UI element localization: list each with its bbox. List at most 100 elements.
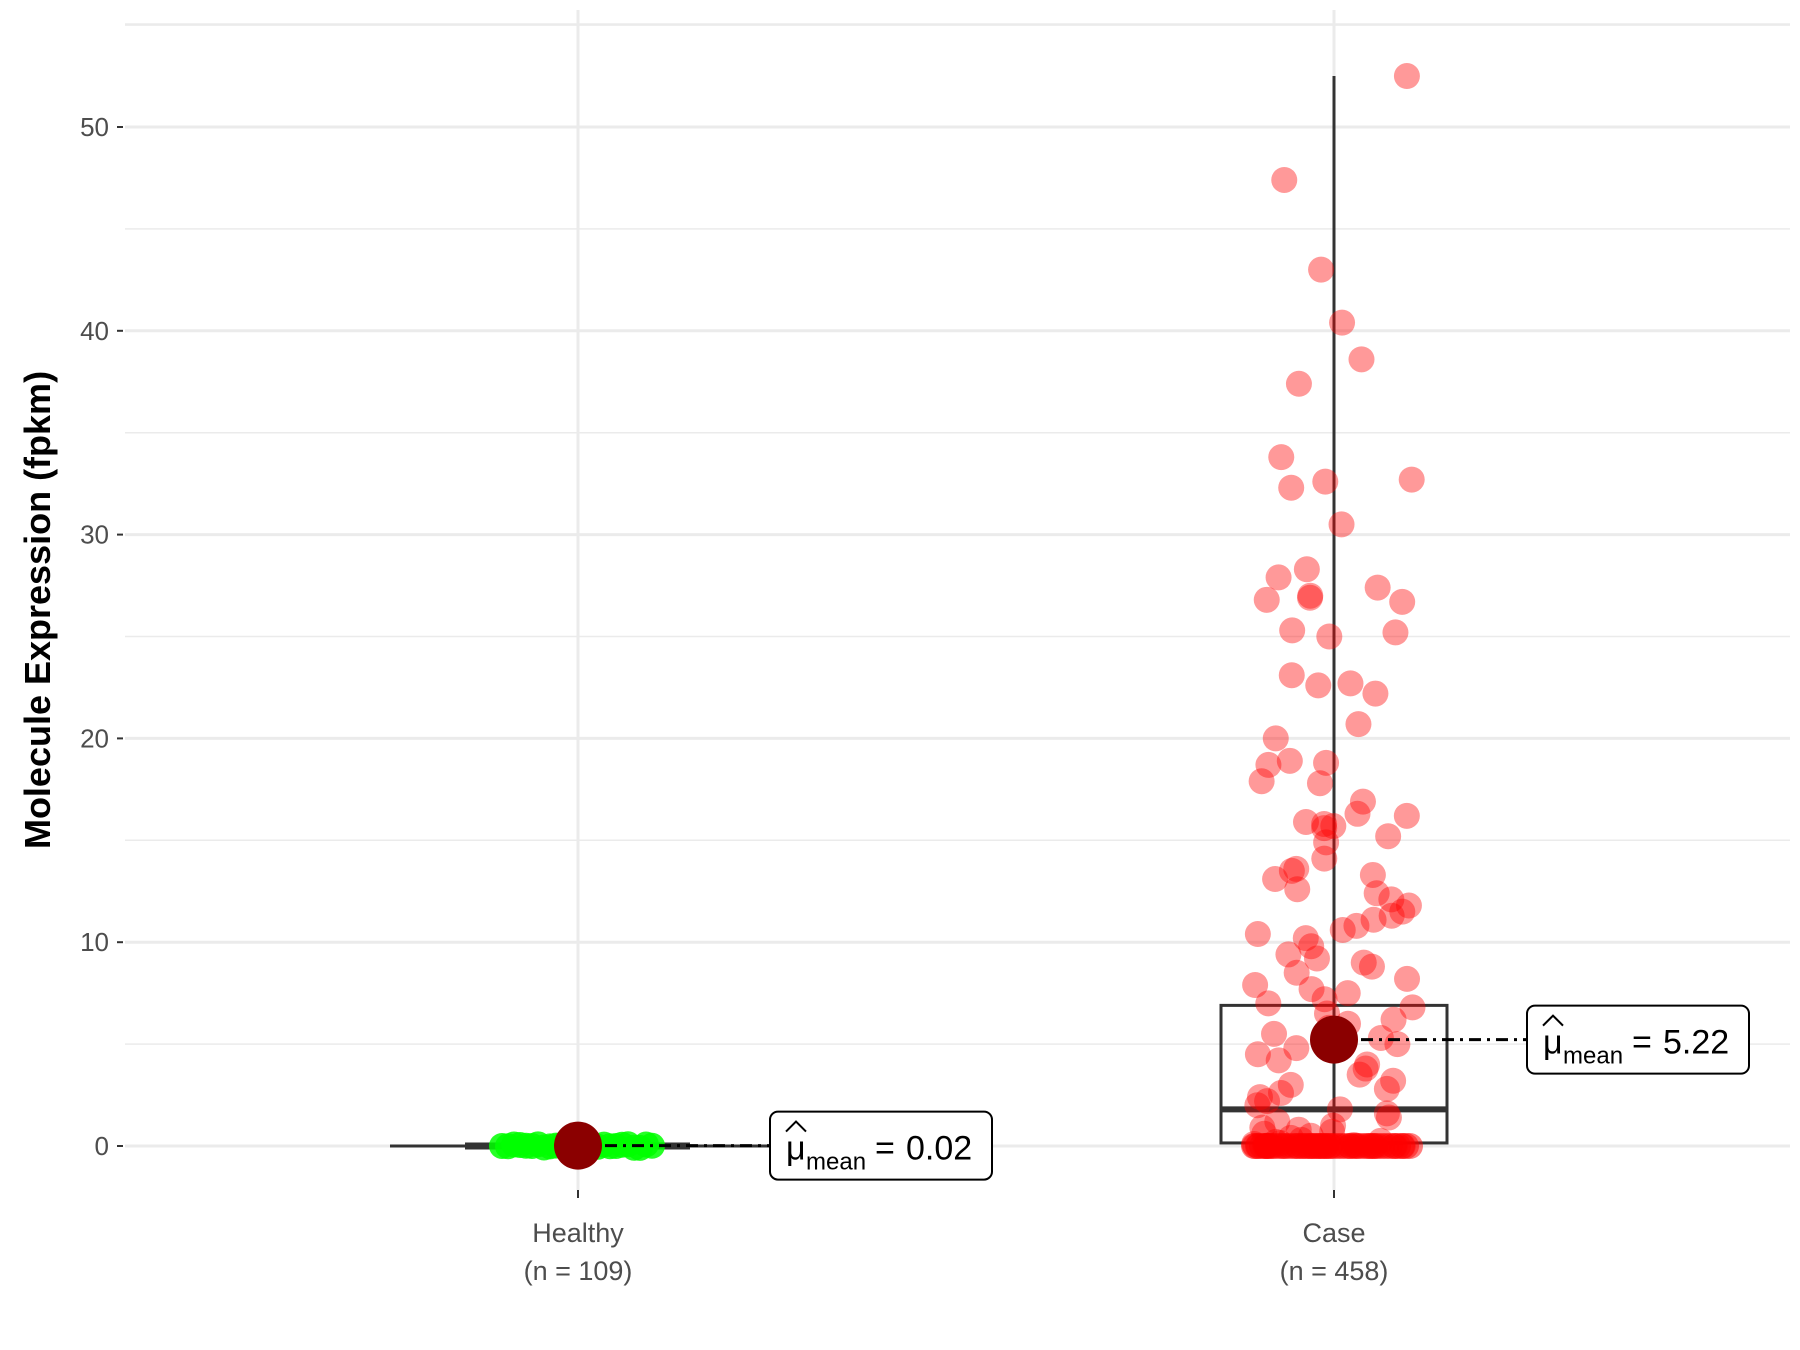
data-point: [1284, 876, 1311, 903]
data-point: [1311, 815, 1338, 842]
y-tick-label: 30: [80, 520, 109, 550]
data-point: [1265, 1047, 1292, 1074]
data-point: [1311, 845, 1338, 872]
data-point: [1378, 902, 1405, 929]
data-point: [1255, 990, 1282, 1017]
data-point: [1364, 574, 1391, 601]
mean-label-box: [769, 1110, 993, 1181]
x-tick-n-label: (n = 109): [524, 1256, 633, 1286]
data-point: [1337, 670, 1364, 697]
grid-lines: [125, 10, 1790, 1190]
data-point: [1265, 564, 1292, 591]
mean-label-box: [1526, 1004, 1750, 1075]
data-point: [1316, 623, 1343, 650]
data-point: [1277, 1071, 1304, 1098]
data-point: [1375, 1104, 1402, 1131]
data-point: [1262, 866, 1289, 893]
data-point: [1320, 813, 1347, 840]
mean-point: [554, 1121, 602, 1170]
data-point: [1348, 346, 1375, 373]
data-point: [1375, 823, 1402, 850]
data-point: [1329, 309, 1356, 336]
data-point: [1311, 986, 1338, 1013]
data-point: [1261, 1020, 1288, 1047]
data-point: [1326, 1096, 1353, 1123]
data-point: [1297, 584, 1324, 611]
data-point: [1312, 468, 1339, 495]
data-point: [1346, 1061, 1373, 1088]
data-point: [1398, 466, 1425, 493]
data-point: [1345, 711, 1372, 738]
data-point: [1397, 1133, 1423, 1159]
data-point: [1373, 1075, 1400, 1102]
data-point: [1354, 1051, 1381, 1078]
x-tick-label: Healthy: [532, 1218, 624, 1248]
data-point: [1343, 912, 1370, 939]
data-point: [1279, 617, 1306, 644]
data-point: [1393, 63, 1420, 90]
data-point: [1254, 1088, 1281, 1115]
data-point: [1264, 1108, 1291, 1135]
data-point: [1393, 802, 1420, 829]
y-tick-label: 40: [80, 316, 109, 346]
data-point: [1360, 906, 1387, 933]
data-point: [1278, 857, 1305, 884]
data-point: [1380, 1067, 1407, 1094]
data-point: [1271, 166, 1298, 193]
data-point: [1344, 800, 1371, 827]
x-tick-n-label: (n = 458): [1280, 1256, 1389, 1286]
data-point: [1248, 768, 1275, 795]
data-point: [1306, 770, 1333, 797]
data-point: [1242, 971, 1269, 998]
y-axis-title: Molecule Expression (fpkm): [17, 371, 58, 849]
mean-hat-symbol: [785, 1120, 807, 1133]
data-point: [1329, 916, 1356, 943]
data-point: [1359, 861, 1386, 888]
data-point: [1380, 1006, 1407, 1033]
data-point: [1362, 680, 1389, 707]
data-point: [1308, 256, 1335, 283]
mean-equals: =: [1632, 1024, 1652, 1062]
y-tick-label: 10: [80, 927, 109, 957]
data-point: [1292, 808, 1319, 835]
data-point: [1363, 880, 1390, 907]
data-point: [1297, 582, 1324, 609]
y-tick-label: 50: [80, 112, 109, 142]
mean-subscript: mean: [806, 1149, 866, 1176]
y-tick-label: 20: [80, 723, 109, 753]
data-point: [1378, 886, 1405, 913]
data-point: [1350, 949, 1377, 976]
data-point: [1244, 921, 1271, 948]
data-point: [1267, 1080, 1294, 1107]
data-point: [1278, 474, 1305, 501]
data-point: [1283, 855, 1310, 882]
data-point: [1283, 959, 1310, 986]
data-point: [1278, 662, 1305, 689]
mean-point: [1310, 1015, 1358, 1064]
mean-subscript: mean: [1563, 1043, 1623, 1070]
data-point: [1244, 1092, 1271, 1119]
data-point: [1352, 1055, 1379, 1082]
mean-mu-symbol: μ: [786, 1130, 806, 1168]
data-point: [1244, 1041, 1271, 1068]
data-point: [1298, 976, 1325, 1003]
data-point: [1367, 1024, 1394, 1051]
data-point: [1298, 933, 1325, 960]
data-point: [1246, 1084, 1273, 1111]
data-point: [1303, 945, 1330, 972]
data-points: [489, 63, 1426, 1161]
mean-value: 5.22: [1663, 1024, 1729, 1062]
data-point: [1293, 556, 1320, 583]
data-point: [1334, 980, 1361, 1007]
data-point: [1399, 994, 1426, 1021]
data-point: [1262, 725, 1289, 752]
mean-equals: =: [875, 1130, 895, 1168]
axes: 0 10 20 30 40 50 Healthy (n = 109) Case (n = 458): [80, 112, 1388, 1286]
data-point: [1255, 751, 1282, 778]
data-point: [1373, 1100, 1400, 1127]
data-point: [1253, 586, 1280, 613]
data-point: [1268, 444, 1295, 471]
data-point: [1395, 892, 1422, 919]
boxplots: [390, 76, 1449, 1150]
mean-markers: μ mean = 0.02μ mean = 5.22: [554, 1004, 1750, 1181]
